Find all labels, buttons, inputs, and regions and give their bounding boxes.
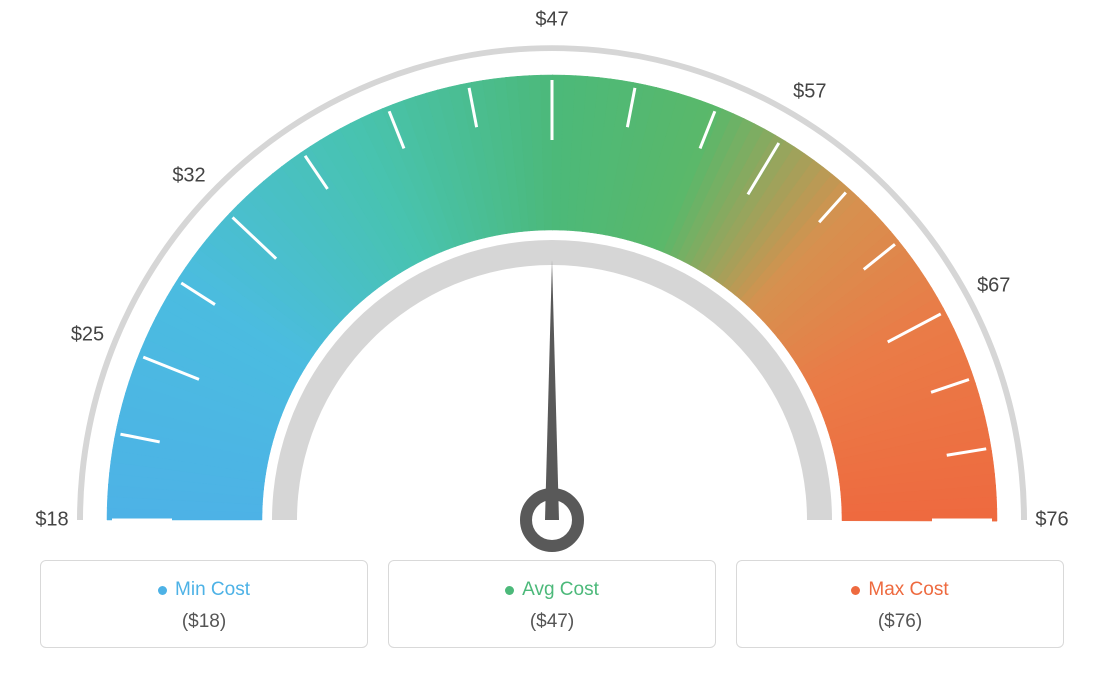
legend-max-label: Max Cost xyxy=(868,579,948,601)
legend-avg-label: Avg Cost xyxy=(522,579,599,601)
dot-icon xyxy=(505,586,514,595)
legend-min-title: Min Cost xyxy=(158,579,250,601)
gauge-tick-label: $67 xyxy=(977,274,1010,297)
gauge-tick-label: $47 xyxy=(535,9,568,32)
gauge-tick-label: $25 xyxy=(71,323,104,346)
legend-avg-title: Avg Cost xyxy=(505,579,599,601)
legend-max-title: Max Cost xyxy=(851,579,948,601)
legend-min-card: Min Cost ($18) xyxy=(40,560,368,648)
gauge-tick-label: $18 xyxy=(35,509,68,532)
legend-max-value: ($76) xyxy=(747,611,1053,633)
dot-icon xyxy=(851,586,860,595)
legend-avg-value: ($47) xyxy=(399,611,705,633)
gauge-tick-label: $57 xyxy=(793,80,826,103)
gauge-tick-label: $76 xyxy=(1035,509,1068,532)
legend-max-card: Max Cost ($76) xyxy=(736,560,1064,648)
gauge-tick-label: $32 xyxy=(172,165,205,188)
legend-avg-card: Avg Cost ($47) xyxy=(388,560,716,648)
legend-min-label: Min Cost xyxy=(175,579,250,601)
dot-icon xyxy=(158,586,167,595)
gauge-chart: $18 $25 $32 $47 $57 $67 $76 xyxy=(0,0,1104,560)
legend-min-value: ($18) xyxy=(51,611,357,633)
gauge-svg xyxy=(0,0,1104,560)
legend-row: Min Cost ($18) Avg Cost ($47) Max Cost (… xyxy=(0,560,1104,648)
